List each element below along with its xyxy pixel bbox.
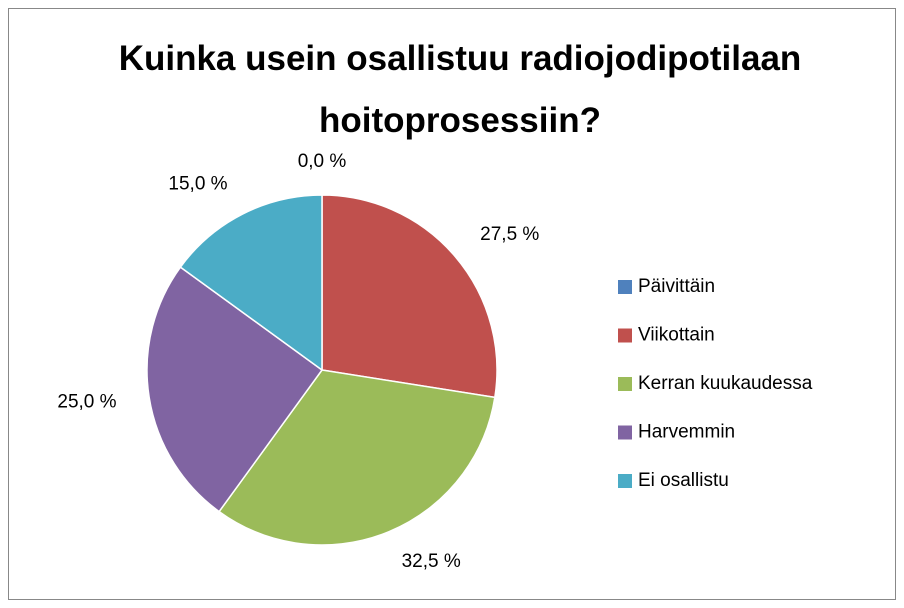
pie-slice <box>146 266 323 513</box>
legend-swatch <box>618 328 632 343</box>
legend-swatch <box>618 377 632 391</box>
data-label: 27,5 % <box>480 224 539 245</box>
data-label: 25,0 % <box>57 392 116 413</box>
legend-swatch <box>618 425 632 440</box>
pie-slice <box>218 369 496 546</box>
legend-label: Kerran kuukaudessa <box>638 373 813 394</box>
data-label: 0,0 % <box>298 151 347 172</box>
data-label: 32,5 % <box>402 551 461 572</box>
pie-slice <box>321 194 498 399</box>
legend-swatch <box>618 474 632 488</box>
legend-label: Viikottain <box>638 325 715 346</box>
chart-title: Kuinka usein osallistuu radiojodipotilaa… <box>118 39 802 140</box>
data-label: 15,0 % <box>168 174 227 195</box>
legend-label: Ei osallistu <box>638 470 729 491</box>
legend-swatch <box>618 280 632 294</box>
legend-label: Päivittäin <box>638 276 715 297</box>
legend-label: Harvemmin <box>638 422 735 443</box>
pie-slice <box>179 194 323 371</box>
